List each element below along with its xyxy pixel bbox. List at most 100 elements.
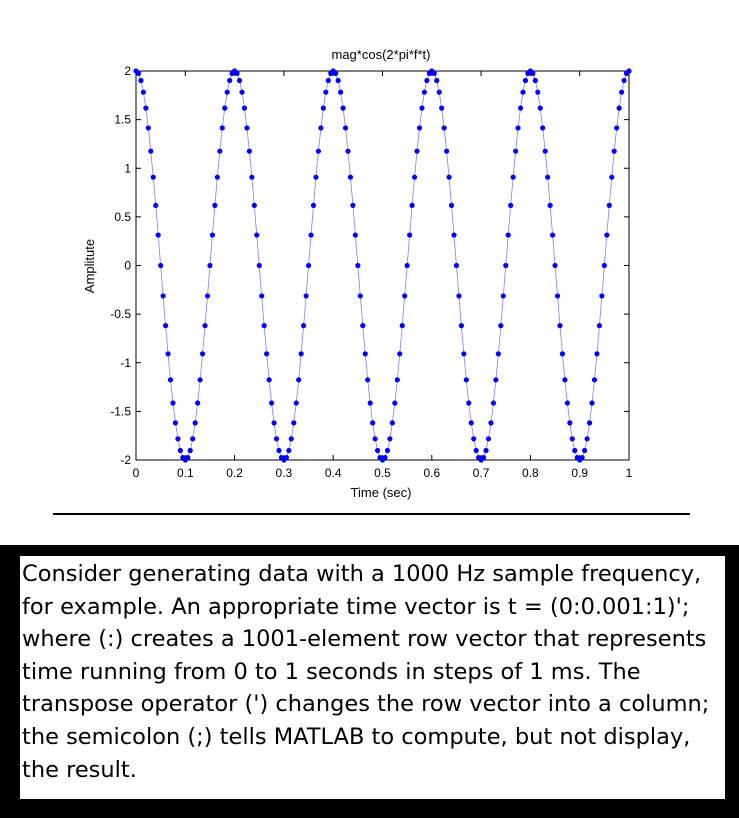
data-point <box>357 293 363 299</box>
data-point <box>601 262 607 269</box>
data-point <box>441 125 447 131</box>
data-point <box>266 377 272 383</box>
data-point <box>621 77 627 84</box>
x-tick-label: 0.3 <box>276 466 293 480</box>
data-point <box>204 293 211 299</box>
data-point <box>591 377 598 383</box>
data-point <box>249 174 255 180</box>
data-point <box>273 436 280 442</box>
data-point <box>382 455 388 461</box>
x-tick-label: 0 <box>133 466 140 480</box>
data-point <box>384 447 391 454</box>
data-point <box>207 262 213 269</box>
data-point <box>155 232 161 238</box>
data-point <box>611 148 617 154</box>
data-point <box>271 420 277 426</box>
data-point <box>419 105 425 111</box>
data-point <box>374 447 381 454</box>
data-point <box>187 447 193 454</box>
data-point <box>192 420 198 426</box>
data-point <box>397 351 403 357</box>
data-point <box>510 174 516 180</box>
data-point <box>254 232 260 238</box>
data-point <box>202 323 208 329</box>
data-point <box>268 400 275 406</box>
data-point <box>434 77 440 84</box>
data-point <box>195 400 201 406</box>
data-point <box>559 351 566 357</box>
data-point <box>552 262 558 269</box>
y-tick-label: 1 <box>124 161 131 175</box>
data-point <box>224 89 230 95</box>
x-tick-label: 0.4 <box>325 466 342 480</box>
data-point <box>244 125 250 131</box>
data-point <box>557 323 563 329</box>
data-point <box>389 420 395 426</box>
x-tick-label: 0.2 <box>226 466 243 480</box>
data-point <box>362 351 368 357</box>
data-point <box>162 323 169 329</box>
data-point <box>199 351 206 357</box>
data-point <box>572 447 578 454</box>
data-point <box>165 351 171 357</box>
data-point <box>138 77 144 84</box>
y-tick-label: -2 <box>120 453 131 467</box>
data-point <box>545 174 551 180</box>
data-point <box>177 447 183 454</box>
data-point <box>562 377 568 383</box>
data-point <box>335 77 341 84</box>
x-axis-label: Time (sec) <box>351 485 412 500</box>
data-point <box>493 377 499 383</box>
x-tick-labels: 0 0.1 0.2 0.3 0.4 0.5 0.6 0.7 0.8 0.9 1 <box>133 466 633 480</box>
data-point <box>584 436 590 442</box>
data-point <box>256 262 262 269</box>
series-group <box>133 68 632 463</box>
data-point <box>473 447 479 454</box>
data-point <box>264 351 270 357</box>
data-point <box>530 70 536 76</box>
data-point <box>488 420 494 426</box>
data-point <box>392 400 398 406</box>
data-point <box>296 377 302 383</box>
y-tick-label: -1 <box>120 356 131 370</box>
data-point <box>140 89 146 95</box>
data-point <box>582 447 588 454</box>
data-point <box>411 174 418 180</box>
data-point <box>291 420 297 426</box>
data-point <box>443 148 450 154</box>
data-point <box>456 293 462 299</box>
x-tick-label: 1 <box>626 466 633 480</box>
data-point <box>347 174 354 180</box>
data-point <box>532 77 538 84</box>
data-point <box>318 125 324 131</box>
data-point <box>596 323 603 329</box>
data-point <box>448 202 455 208</box>
data-point <box>209 232 216 238</box>
data-point <box>424 77 430 84</box>
data-point <box>547 202 553 208</box>
data-point <box>513 148 519 154</box>
data-point <box>463 377 469 383</box>
data-point <box>404 262 410 269</box>
data-point <box>338 89 344 95</box>
data-point <box>495 351 501 357</box>
y-tick-label: -1.5 <box>110 404 131 418</box>
data-point <box>554 293 561 299</box>
data-point <box>594 351 600 357</box>
data-point <box>414 148 420 154</box>
data-point <box>409 202 415 208</box>
data-point <box>298 351 304 357</box>
y-tick-label: -0.5 <box>110 307 131 321</box>
data-point <box>500 293 506 299</box>
data-point <box>236 77 243 84</box>
data-point <box>197 377 203 383</box>
data-point <box>190 436 196 442</box>
data-point <box>372 436 378 442</box>
data-point <box>626 68 632 74</box>
data-point <box>148 148 154 154</box>
data-point <box>301 323 307 329</box>
data-point <box>619 89 625 95</box>
data-point <box>219 125 225 131</box>
data-point <box>402 293 408 299</box>
data-point <box>522 77 529 84</box>
